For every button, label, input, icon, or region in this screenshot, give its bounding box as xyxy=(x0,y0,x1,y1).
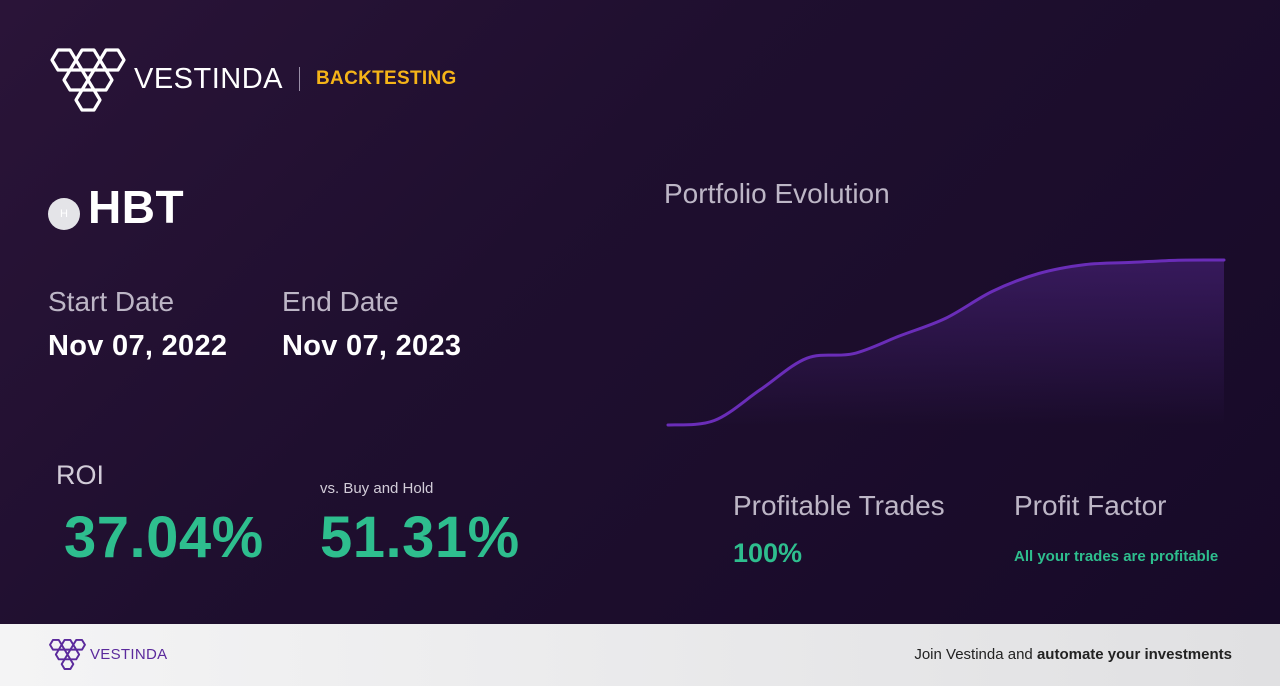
start-date-label: Start Date xyxy=(48,286,175,317)
brand-header: VESTINDA BACKTESTING xyxy=(48,46,457,112)
asset-ticker: H HBT xyxy=(48,180,184,234)
portfolio-point-11 xyxy=(1176,258,1180,262)
start-date: Start Date Nov 07, 2022 xyxy=(48,286,227,363)
end-date-value: Nov 07, 2023 xyxy=(282,330,462,362)
profitable-trades-label: Profitable Trades xyxy=(733,490,945,521)
portfolio-point-12 xyxy=(1222,258,1226,262)
backtest-card: VESTINDA BACKTESTING H HBT Start Date No… xyxy=(0,0,1280,624)
footer-logo-icon xyxy=(49,638,86,670)
footer-cta[interactable]: Join Vestinda and automate your investme… xyxy=(914,646,1232,663)
brand-divider xyxy=(299,67,301,91)
brand-name: VESTINDA xyxy=(134,62,284,95)
buy-hold-label: vs. Buy and Hold xyxy=(320,480,434,497)
portfolio-point-1 xyxy=(712,419,716,423)
roi-label: ROI xyxy=(56,460,105,490)
footer-bar: VESTINDA Join Vestinda and automate your… xyxy=(0,624,1280,686)
portfolio-point-8 xyxy=(1037,272,1041,276)
buy-hold-value: 51.31% xyxy=(320,505,520,570)
roi-value: 37.04% xyxy=(64,505,264,570)
portfolio-point-3 xyxy=(805,356,809,360)
portfolio-line xyxy=(666,258,1226,427)
brand-tag: BACKTESTING xyxy=(316,68,457,89)
portfolio-chart xyxy=(666,258,1226,427)
profit-factor-value: All your trades are profitable xyxy=(1014,548,1219,565)
portfolio-point-7 xyxy=(990,289,994,293)
vestinda-logo-icon xyxy=(50,48,126,112)
profit-factor-label: Profit Factor xyxy=(1014,490,1167,521)
asset-badge-icon: H xyxy=(48,198,80,230)
portfolio-point-10 xyxy=(1129,260,1133,264)
end-date-label: End Date xyxy=(282,286,399,317)
portfolio-point-5 xyxy=(898,334,902,338)
footer-cta-bold: automate your investments xyxy=(1036,646,1232,663)
chart-title: Portfolio Evolution xyxy=(664,178,890,209)
footer-brand-name: VESTINDA xyxy=(90,645,168,663)
profitable-trades-value: 100% xyxy=(733,538,803,568)
start-date-value: Nov 07, 2022 xyxy=(48,330,228,362)
portfolio-point-0 xyxy=(666,423,670,427)
asset-symbol: HBT xyxy=(88,181,185,233)
portfolio-point-2 xyxy=(759,387,763,391)
portfolio-point-6 xyxy=(944,316,948,320)
portfolio-point-9 xyxy=(1083,263,1087,267)
end-date: End Date Nov 07, 2023 xyxy=(282,286,461,363)
portfolio-point-4 xyxy=(851,352,855,356)
footer-cta-prefix: Join Vestinda and xyxy=(914,646,1037,663)
portfolio-area-fill xyxy=(668,259,1224,425)
footer-brand[interactable]: VESTINDA xyxy=(48,638,167,670)
